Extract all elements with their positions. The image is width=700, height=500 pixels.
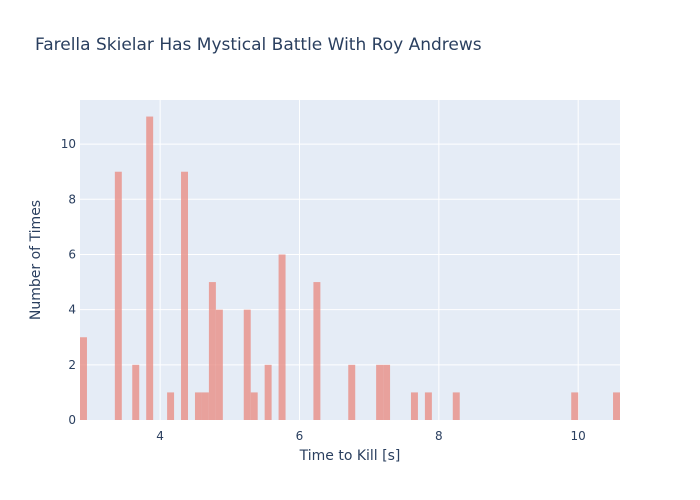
histogram-bar xyxy=(132,364,140,420)
histogram-bar xyxy=(181,171,188,420)
y-tick-label: 6 xyxy=(68,247,76,261)
x-tick-label: 10 xyxy=(571,429,586,443)
histogram-bar xyxy=(264,364,272,420)
histogram-bar xyxy=(571,392,579,420)
y-tick-label: 10 xyxy=(61,137,76,151)
histogram-bar xyxy=(376,364,384,420)
y-axis-title: Number of Times xyxy=(28,200,44,320)
histogram-bar xyxy=(613,392,620,420)
y-tick-label: 0 xyxy=(68,413,76,427)
histogram-bar xyxy=(146,116,154,420)
x-tick-label: 6 xyxy=(296,429,304,443)
y-tick-label: 4 xyxy=(68,303,76,317)
histogram-bar xyxy=(250,392,258,420)
histogram-bar xyxy=(424,392,432,420)
histogram-bar xyxy=(80,337,87,420)
grid-lines xyxy=(80,100,620,420)
y-tick-label: 8 xyxy=(68,192,76,206)
x-tick-label: 4 xyxy=(156,429,164,443)
x-tick-label: 8 xyxy=(435,429,443,443)
y-axis-ticks: 0 2 4 6 8 10 xyxy=(61,137,76,427)
histogram-bar xyxy=(243,309,251,420)
bars xyxy=(80,116,620,420)
x-axis-title: Time to Kill [s] xyxy=(299,448,401,464)
histogram-bar xyxy=(194,392,202,420)
histogram-bar xyxy=(114,171,122,420)
histogram-bar xyxy=(410,392,418,420)
chart-title: Farella Skielar Has Mystical Battle With… xyxy=(35,35,482,55)
y-tick-label: 2 xyxy=(68,358,76,372)
histogram-bar xyxy=(452,392,460,420)
x-axis-ticks: 4 6 8 10 xyxy=(156,429,586,443)
histogram-bar xyxy=(167,392,175,420)
histogram-bar xyxy=(208,282,216,420)
histogram-bar xyxy=(313,282,321,420)
histogram-bar xyxy=(348,364,356,420)
histogram-bar xyxy=(215,309,223,420)
histogram-bar xyxy=(278,254,286,420)
histogram-bar xyxy=(383,364,391,420)
histogram-bar xyxy=(201,392,209,420)
